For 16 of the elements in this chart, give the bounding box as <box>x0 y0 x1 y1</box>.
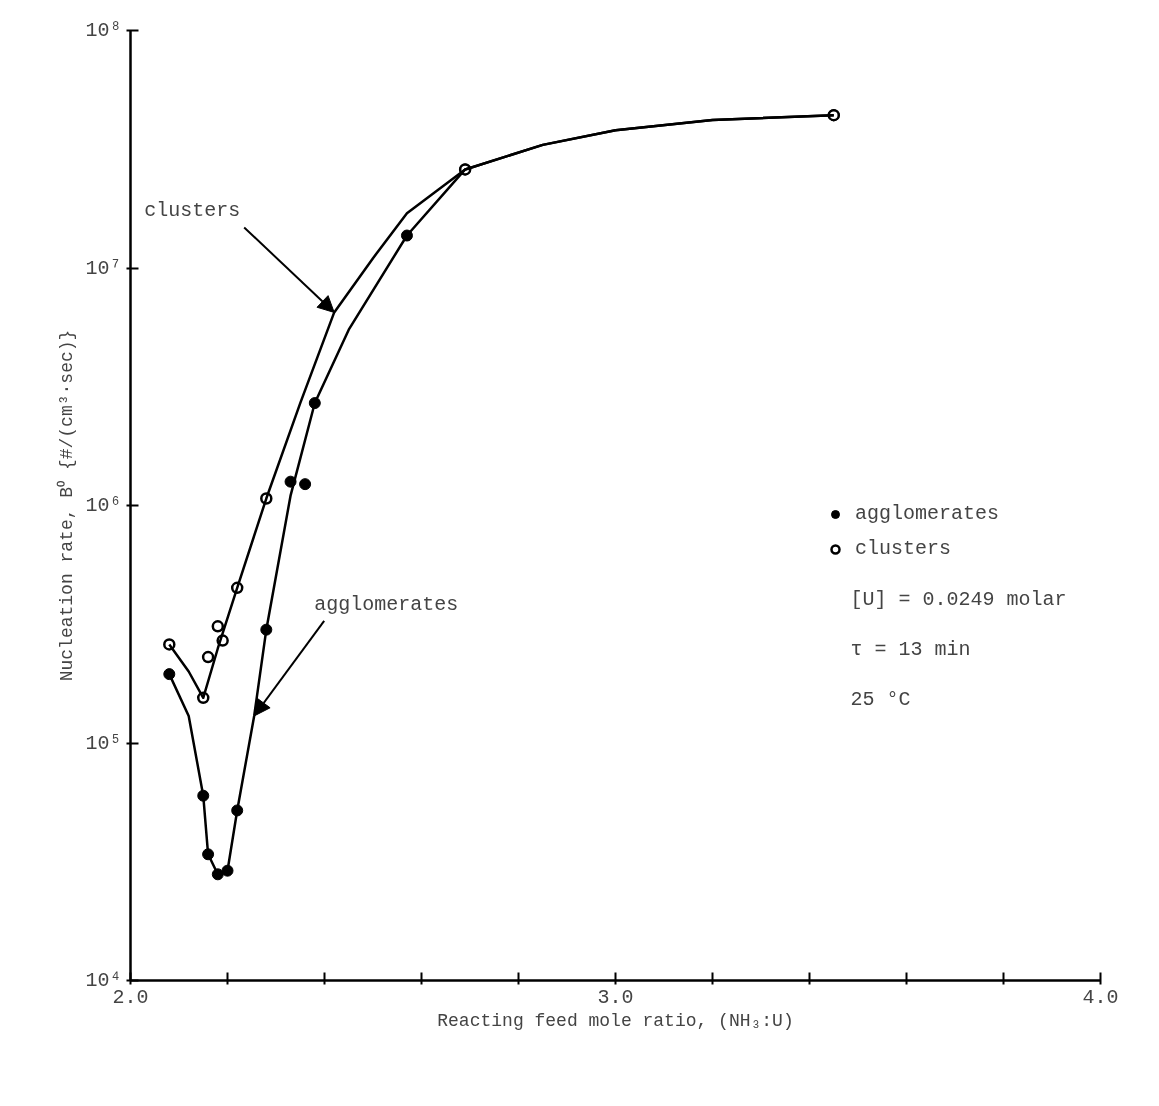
annotation: agglomerates <box>314 592 459 616</box>
x-tick-label: 2.0 <box>112 985 149 1009</box>
annotation: τ = 13 min <box>850 637 971 661</box>
y-tick-label: 10⁷ <box>85 256 122 280</box>
annotation: [U] = 0.0249 molar <box>850 587 1067 611</box>
y-tick-label: 10⁶ <box>85 494 122 517</box>
y-tick-label: 10⁵ <box>85 731 122 755</box>
y-axis-title: Nucleation rate, B⁰ {#/(cm³·sec)} <box>56 329 78 682</box>
annotation: 25 °C <box>850 687 911 711</box>
legend-label: agglomerates <box>855 502 1000 525</box>
y-tick-label: 10⁸ <box>85 19 122 42</box>
x-axis-title: Reacting feed mole ratio, (NH₃:U) <box>437 1010 794 1031</box>
legend-label: clusters <box>855 537 952 560</box>
x-tick-label: 3.0 <box>597 985 634 1009</box>
annotation: clusters <box>144 199 241 223</box>
x-tick-label: 4.0 <box>1082 985 1119 1009</box>
